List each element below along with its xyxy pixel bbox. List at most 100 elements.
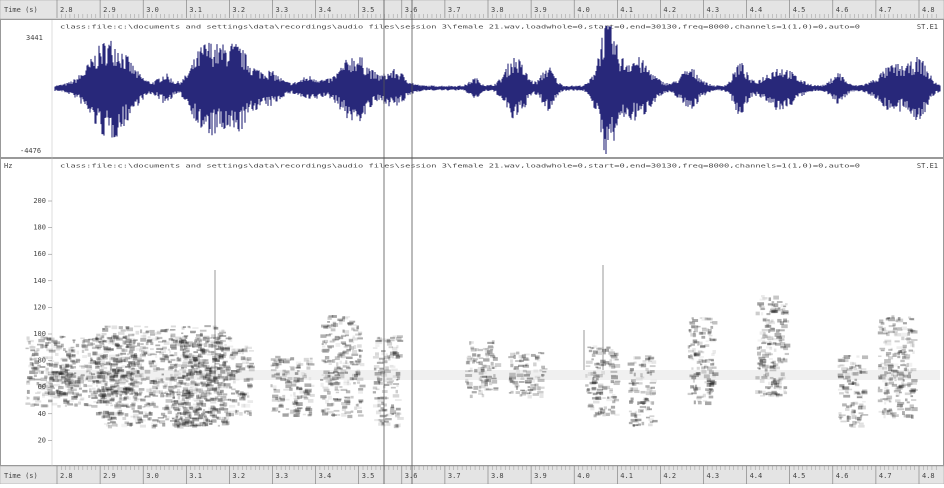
- spectrogram-cell: [229, 387, 232, 389]
- spectrogram-cell: [139, 373, 143, 377]
- spectrogram-cell: [492, 366, 497, 369]
- spectrogram-cell: [585, 374, 587, 378]
- spectrogram-cell: [689, 329, 692, 333]
- spectrogram-cell: [704, 381, 710, 383]
- spectrogram-cell: [304, 383, 311, 387]
- spectrogram-cell: [297, 407, 302, 409]
- spectrogram-cell: [100, 363, 104, 366]
- spectrogram-cell: [146, 377, 150, 381]
- spectrogram-cell: [650, 370, 654, 373]
- spectrogram-cell: [200, 375, 206, 378]
- spectrogram-cell: [596, 351, 602, 355]
- spectrogram-cell: [907, 386, 910, 388]
- spectrogram-cell: [905, 398, 907, 401]
- spectrogram-cell: [755, 390, 760, 394]
- spectrogram-cell: [351, 328, 354, 331]
- spectrogram-cell: [196, 395, 199, 398]
- spectrogram-cell: [632, 421, 639, 423]
- spectrogram-cell: [177, 412, 181, 414]
- spectrogram-cell: [142, 406, 145, 408]
- spectrogram-cell: [57, 393, 60, 395]
- spectrogram-cell: [907, 332, 910, 336]
- spectrogram-cell: [907, 401, 910, 403]
- spectrogram-cell: [34, 375, 37, 377]
- spectrogram-cell: [155, 345, 160, 347]
- spectrogram-cell: [912, 351, 914, 354]
- spectrogram-cell: [196, 337, 201, 341]
- spectrogram-cell: [709, 370, 714, 374]
- spectrogram-cell: [859, 412, 864, 414]
- spectrogram-cell: [888, 364, 894, 367]
- spectrogram-cell: [60, 336, 62, 339]
- spectrogram-cell: [236, 410, 239, 412]
- spectrogram-cell: [465, 374, 472, 377]
- spectrogram-cell: [159, 420, 165, 423]
- spectrogram-cell: [65, 404, 67, 407]
- spectrogram-cell: [599, 392, 601, 395]
- spectrogram-cell: [468, 370, 472, 372]
- ruler-tick-label: 3.2: [232, 6, 245, 14]
- spectrogram-cell: [373, 347, 378, 349]
- spectrogram-cell: [758, 356, 762, 359]
- spectrogram-cell: [887, 317, 890, 319]
- spectrogram-cell: [41, 404, 48, 407]
- spectrogram-cell: [878, 387, 880, 389]
- spectrogram-cell: [322, 410, 325, 413]
- spectrogram-cell: [857, 396, 862, 398]
- spectrogram-cell: [608, 351, 614, 354]
- spectrogram-cell: [903, 322, 907, 324]
- spectrogram-cell: [150, 348, 154, 350]
- spectrogram-cell: [783, 306, 786, 308]
- spectrogram-cell: [231, 393, 235, 395]
- spectrogram-cell: [909, 350, 913, 352]
- spectrogram-cell: [337, 414, 340, 416]
- spectrogram-cell: [640, 373, 642, 377]
- spectrogram-cell: [30, 357, 32, 361]
- spectrogram-cell: [519, 381, 524, 383]
- spectrogram-cell: [885, 342, 892, 346]
- spectrogram-cell: [290, 357, 294, 360]
- spectrogram-cell: [95, 395, 98, 397]
- spectrogram-cell: [610, 371, 617, 373]
- spectrogram-cell: [693, 331, 695, 334]
- spectrogram-cell: [103, 346, 108, 350]
- spectrogram-cell: [92, 388, 96, 390]
- spectrogram-cell: [231, 388, 235, 390]
- spectrogram-cell: [710, 326, 713, 329]
- spectrogram-cell: [493, 374, 495, 377]
- spectrogram-cell: [340, 386, 343, 388]
- spectrogram-cell: [91, 405, 97, 408]
- spectrogram-cell: [290, 394, 292, 396]
- spectrogram-cell: [631, 379, 636, 382]
- spectrogram-cell: [843, 378, 848, 380]
- spectrogram-cell: [160, 349, 166, 353]
- spectrogram-cell: [171, 405, 175, 409]
- spectrogram-cell: [356, 370, 360, 372]
- spectrogram-cell: [357, 410, 362, 413]
- spectrogram-cell: [40, 366, 46, 368]
- spectrogram-cell: [712, 350, 715, 354]
- spectrogram-cell: [527, 392, 530, 394]
- spectrogram-cell: [177, 394, 181, 396]
- spectrogram-cell: [41, 371, 44, 374]
- spectrogram-cell: [181, 333, 183, 335]
- spectrogram-cell: [245, 346, 249, 349]
- spectrogram-cell: [648, 423, 653, 426]
- spectrogram-cell: [281, 358, 286, 360]
- ruler-tick-label: 2.9: [103, 472, 116, 480]
- spectrogram-cell: [88, 339, 93, 341]
- ruler-tick-label: 4.6: [836, 472, 849, 480]
- spectrogram-cell: [112, 343, 118, 345]
- spectrogram-cell: [106, 402, 108, 406]
- spectrogram-cell: [784, 391, 787, 394]
- spectrogram-cell: [212, 361, 214, 363]
- spectrogram-cell: [237, 391, 239, 393]
- spectrogram-cell: [335, 386, 338, 390]
- spectrogram-cell: [137, 343, 140, 347]
- spectrogram-cell: [140, 354, 145, 356]
- spectrogram-cell: [377, 337, 382, 341]
- spectrogram-cell: [889, 409, 892, 412]
- spectrogram-cell: [349, 346, 354, 350]
- spectrogram-cell: [848, 355, 851, 357]
- spectrogram-cell: [278, 411, 280, 413]
